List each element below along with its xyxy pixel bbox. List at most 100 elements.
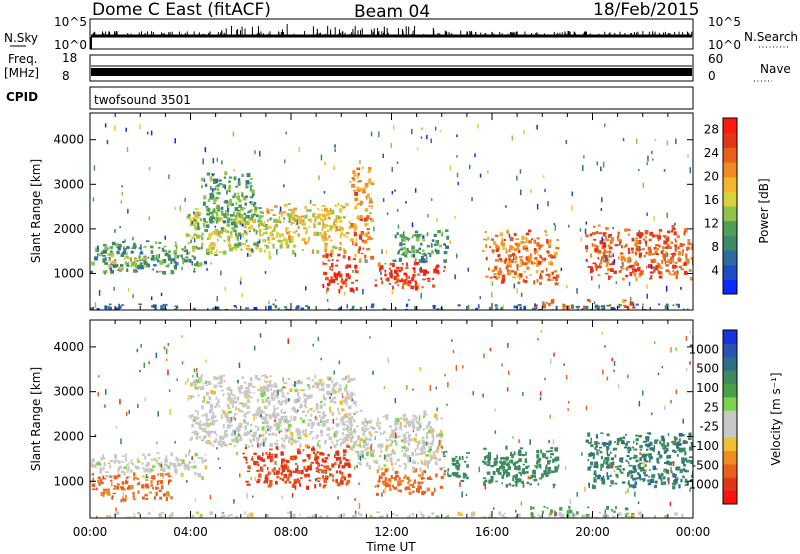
heatmap-cell [133,262,138,267]
heatmap-cell [252,218,256,223]
heatmap-cell [495,248,499,252]
heatmap-cell [356,186,360,189]
heatmap-cell [587,432,591,437]
heatmap-cell [646,284,648,289]
heatmap-cell [361,239,365,243]
heatmap-cell [349,394,354,398]
heatmap-cell [319,404,322,409]
heatmap-cell [283,237,286,242]
heatmap-cell [195,367,198,372]
heatmap-cell [350,391,354,396]
heatmap-cell [407,280,412,284]
heatmap-cell [192,374,194,378]
heatmap-cell [353,412,356,415]
heatmap-cell [166,358,168,361]
heatmap-cell [277,219,280,223]
heatmap-cell [628,464,633,467]
heatmap-cell [136,458,139,461]
heatmap-cell [633,273,637,277]
heatmap-cell [167,257,172,261]
heatmap-cell [171,475,173,478]
heatmap-cell [451,339,453,342]
heatmap-cell [278,421,281,425]
heatmap-cell [511,484,515,487]
heatmap-cell [412,486,415,488]
heatmap-cell [366,438,370,441]
heatmap-cell [609,462,611,468]
heatmap-cell [243,456,247,459]
heatmap-cell [217,441,220,446]
heatmap-cell [625,490,627,495]
heatmap-cell [421,471,424,476]
heatmap-cell [209,430,212,435]
heatmap-cell [377,480,381,483]
heatmap-cell [660,472,664,477]
heatmap-cell [631,512,635,515]
heatmap-cell [421,439,425,445]
heatmap-cell [529,483,532,486]
heatmap-cell [435,515,440,518]
heatmap-cell [407,437,410,439]
heatmap-cell [158,489,162,493]
heatmap-cell [213,202,216,205]
heatmap-cell [274,460,277,465]
heatmap-cell [598,449,601,451]
heatmap-cell [394,462,397,466]
heatmap-cell [362,189,366,193]
heatmap-cell [435,417,438,421]
heatmap-cell [162,303,165,307]
heatmap-cell [205,415,208,420]
heatmap-cell [483,238,486,241]
heatmap-cell [136,483,140,486]
heatmap-cell [347,463,351,468]
heatmap-cell [417,481,421,485]
heatmap-cell [214,251,218,254]
heatmap-cell [140,250,143,254]
heatmap-cell [635,438,639,441]
heatmap-cell [283,419,286,423]
heatmap-cell [536,461,539,465]
heatmap-cell [272,414,276,419]
heatmap-cell [275,445,278,450]
heatmap-cell [300,307,305,310]
heatmap-cell [198,423,202,428]
heatmap-cell [299,389,304,391]
heatmap-cell [600,208,603,211]
heatmap-cell [331,441,334,444]
heatmap-cell [456,134,458,138]
heatmap-cell [167,472,170,477]
heatmap-cell [601,236,603,243]
heatmap-cell [429,442,433,445]
heatmap-cell [607,268,611,271]
heatmap-cell [182,249,184,251]
heatmap-cell [631,237,634,242]
heatmap-cell [321,228,323,231]
heatmap-cell [246,244,250,247]
heatmap-cell [505,265,509,270]
heatmap-cell [295,463,298,465]
heatmap-cell [421,450,424,453]
heatmap-cell [412,250,415,253]
heatmap-cell [639,478,642,481]
heatmap-cell [132,494,135,499]
heatmap-cell [125,479,128,482]
heatmap-cell [309,465,312,470]
heatmap-cell [292,210,295,215]
heatmap-cell [525,451,527,456]
heatmap-cell [220,270,222,276]
heatmap-cell [369,451,373,453]
heatmap-cell [158,241,162,244]
heatmap-cell [284,238,289,243]
heatmap-cell [246,180,250,185]
heatmap-cell [536,242,540,247]
heatmap-cell [622,138,625,142]
heatmap-cell [606,514,609,517]
heatmap-cell [381,249,383,254]
heatmap-cell [304,241,307,245]
heatmap-cell [358,180,362,183]
heatmap-cell [526,481,530,485]
heatmap-cell [671,225,675,230]
heatmap-cell [618,384,620,389]
heatmap-cell [325,289,328,294]
heatmap-cell [662,256,666,260]
